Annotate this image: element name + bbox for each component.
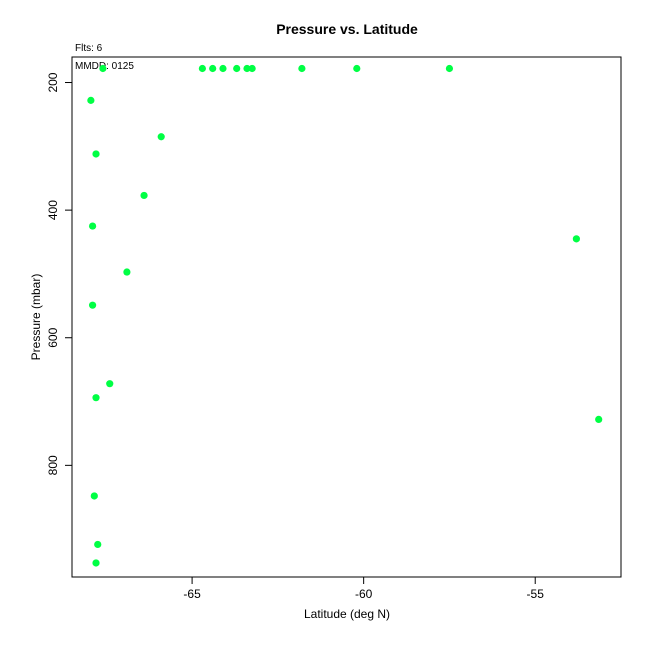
x-axis-label: Latitude (deg N)	[304, 607, 390, 621]
data-point	[198, 64, 206, 73]
chart-title: Pressure vs. Latitude	[276, 21, 418, 37]
data-point	[92, 394, 100, 402]
data-point	[92, 150, 100, 158]
data-point	[92, 559, 100, 567]
data-point	[243, 64, 251, 73]
y-tick-label: 400	[46, 200, 60, 220]
data-point	[88, 301, 97, 309]
y-tick-label: 600	[46, 327, 60, 347]
data-point	[572, 235, 580, 243]
data-point	[445, 64, 454, 73]
data-point	[123, 268, 131, 276]
flights-annotation: Flts: 6	[75, 43, 103, 54]
data-point	[353, 64, 361, 73]
data-point	[106, 380, 114, 388]
data-point	[90, 492, 98, 500]
x-tick-label: -65	[183, 587, 201, 601]
plot-frame	[71, 56, 622, 578]
y-axis: 200 400 600 800	[46, 72, 72, 475]
x-tick-label: -60	[355, 587, 373, 601]
data-point	[209, 64, 217, 73]
data-point	[140, 191, 148, 200]
y-tick-label: 200	[46, 72, 60, 92]
y-tick-label: 800	[46, 455, 60, 475]
data-point	[94, 540, 102, 549]
data-point	[99, 64, 107, 73]
data-point	[219, 64, 227, 73]
x-tick-label: -55	[527, 587, 545, 601]
data-point	[233, 64, 241, 73]
data-point	[595, 415, 603, 424]
y-axis-label: Pressure (mbar)	[29, 274, 43, 361]
data-point	[157, 133, 165, 141]
data-point	[298, 64, 306, 73]
data-point	[248, 64, 256, 73]
data-point	[88, 222, 97, 230]
data-points	[87, 64, 603, 567]
data-point	[87, 96, 95, 104]
x-axis: -65 -60 -55	[183, 577, 544, 601]
